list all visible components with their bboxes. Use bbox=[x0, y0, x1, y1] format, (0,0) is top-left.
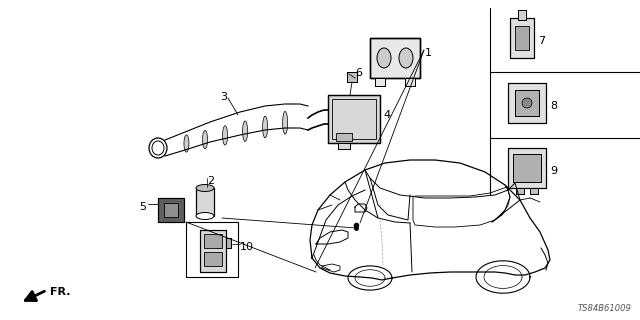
Bar bbox=[164, 203, 178, 217]
Bar bbox=[375, 78, 385, 86]
Ellipse shape bbox=[377, 48, 391, 68]
Ellipse shape bbox=[262, 116, 268, 138]
Bar bbox=[200, 230, 226, 272]
Bar bbox=[226, 238, 231, 248]
Bar bbox=[405, 78, 415, 86]
Bar bbox=[196, 188, 214, 216]
Bar bbox=[513, 154, 541, 182]
Text: 8: 8 bbox=[550, 101, 557, 111]
Bar bbox=[508, 148, 546, 188]
Ellipse shape bbox=[522, 98, 532, 108]
Bar bbox=[508, 148, 546, 188]
Text: FR.: FR. bbox=[50, 287, 70, 297]
Ellipse shape bbox=[283, 111, 287, 134]
Bar bbox=[204, 252, 222, 266]
Bar bbox=[510, 18, 534, 58]
Bar bbox=[515, 90, 539, 116]
Bar bbox=[186, 222, 238, 277]
Ellipse shape bbox=[184, 135, 189, 152]
Ellipse shape bbox=[149, 138, 167, 158]
Bar bbox=[338, 143, 350, 149]
Bar bbox=[370, 38, 420, 78]
Text: 1: 1 bbox=[425, 48, 432, 58]
Bar bbox=[370, 38, 420, 78]
Ellipse shape bbox=[399, 48, 413, 68]
Text: 10: 10 bbox=[240, 242, 254, 252]
Bar bbox=[347, 72, 357, 82]
Bar bbox=[405, 78, 415, 86]
Text: 3: 3 bbox=[220, 92, 227, 102]
Bar bbox=[336, 133, 352, 141]
Bar bbox=[200, 230, 226, 272]
Bar bbox=[196, 188, 214, 216]
Bar bbox=[204, 234, 222, 248]
Bar bbox=[530, 188, 538, 194]
Bar bbox=[158, 198, 184, 222]
Ellipse shape bbox=[196, 185, 214, 191]
Bar bbox=[375, 78, 385, 86]
Bar bbox=[518, 10, 526, 20]
Bar bbox=[328, 95, 380, 143]
Bar bbox=[518, 10, 526, 20]
Ellipse shape bbox=[202, 131, 207, 149]
Bar bbox=[508, 83, 546, 123]
Bar bbox=[516, 188, 524, 194]
Bar bbox=[347, 72, 357, 82]
Bar bbox=[510, 18, 534, 58]
Bar bbox=[332, 99, 376, 139]
Text: 9: 9 bbox=[550, 166, 557, 176]
Text: 5: 5 bbox=[139, 202, 146, 212]
Bar bbox=[515, 26, 529, 50]
Bar bbox=[226, 238, 231, 248]
Text: 2: 2 bbox=[207, 176, 214, 186]
Ellipse shape bbox=[243, 121, 248, 141]
Bar bbox=[328, 95, 380, 143]
Bar bbox=[530, 188, 538, 194]
Bar bbox=[158, 198, 184, 222]
Bar bbox=[508, 83, 546, 123]
Bar bbox=[515, 90, 539, 116]
Text: 6: 6 bbox=[355, 68, 362, 78]
Ellipse shape bbox=[196, 212, 214, 220]
Bar bbox=[516, 188, 524, 194]
Bar bbox=[338, 143, 350, 149]
Bar bbox=[513, 154, 541, 182]
Text: TS84B61009: TS84B61009 bbox=[578, 304, 632, 313]
Ellipse shape bbox=[223, 126, 228, 145]
Text: 7: 7 bbox=[538, 36, 545, 46]
Text: 4: 4 bbox=[383, 110, 390, 120]
